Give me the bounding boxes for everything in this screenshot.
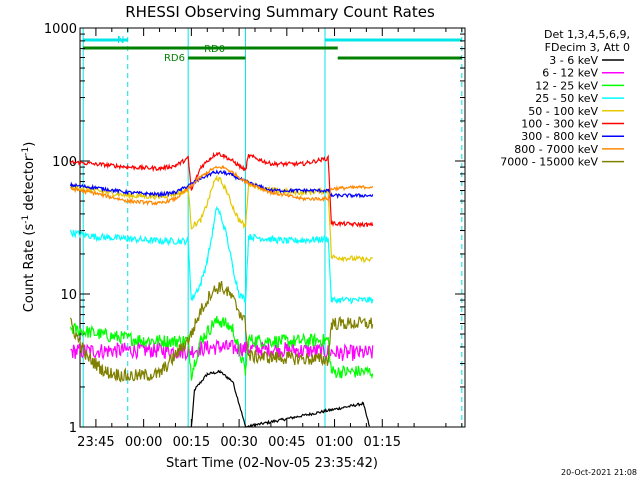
series-line (69, 174, 374, 263)
legend-label: 300 - 800 keV (521, 130, 598, 143)
legend-label: 100 - 300 keV (521, 118, 598, 131)
legend-label: 6 - 12 keV (542, 67, 598, 80)
legend-label: 800 - 7000 keV (514, 143, 598, 156)
y-axis-title: Count Rate (s-1 detector-1) (21, 142, 37, 313)
series-line (69, 151, 374, 229)
x-tick-label: 00:15 (173, 435, 210, 450)
y-axis-label: Count Rate (s-1 detector-1) (21, 142, 37, 313)
x-tick-label: 00:45 (268, 435, 305, 450)
x-axis-label: Start Time (02-Nov-05 23:35:42) (166, 456, 378, 471)
legend-label: 25 - 50 keV (535, 92, 598, 105)
legend-label: 7000 - 15000 keV (500, 156, 598, 169)
series-line (69, 205, 374, 305)
rd0-label: RD0 (204, 44, 225, 55)
series-line (69, 280, 374, 383)
legend-label: 3 - 6 keV (549, 54, 598, 67)
legend-header-line-1: Det 1,3,4,5,6,9, (544, 28, 630, 41)
x-tick-label: 23:45 (77, 435, 114, 450)
night-label: N (117, 35, 124, 46)
legend-header-line-2: FDecim 3, Att 0 (545, 41, 630, 54)
legend-label: 50 - 100 keV (528, 105, 598, 118)
series-line (69, 169, 374, 200)
x-tick-label: 01:00 (316, 435, 353, 450)
series-line (69, 316, 374, 381)
x-tick-label: 00:00 (125, 435, 162, 450)
plot-frame (79, 27, 466, 428)
rd6-label: RD6 (164, 53, 185, 64)
y-tick-label: 1 (69, 421, 77, 436)
y-tick-label: 10 (60, 288, 77, 303)
footer-date: 20-Oct-2021 21:08 (561, 468, 637, 477)
series-line (70, 338, 374, 362)
series-line (70, 165, 374, 206)
chart-title: RHESSI Observing Summary Count Rates (125, 3, 435, 21)
y-tick-label: 100 (52, 155, 77, 170)
y-tick-label: 1000 (44, 22, 77, 37)
legend-label: 12 - 25 keV (535, 79, 598, 92)
x-tick-label: 00:30 (220, 435, 257, 450)
x-tick-label: 01:15 (364, 435, 401, 450)
legend: Det 1,3,4,5,6,9, FDecim 3, Att 0 3 - 6 k… (500, 28, 630, 169)
series-line (190, 369, 371, 428)
